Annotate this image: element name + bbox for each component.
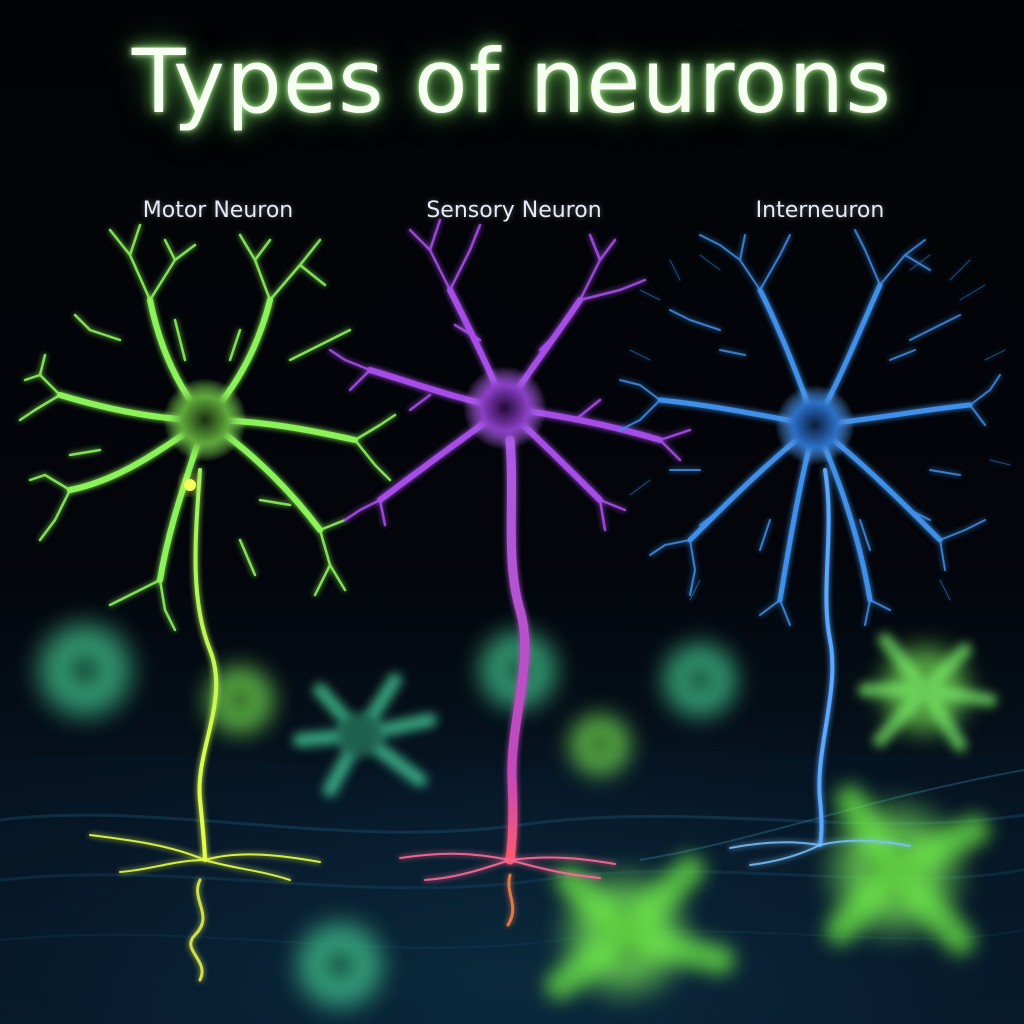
motor-soma [163,378,247,462]
interneuron-label: Interneuron [755,198,885,223]
motor-neuron-label: Motor Neuron [142,198,294,223]
glia-star-right [858,633,997,752]
interneuron-soma [775,385,855,465]
sensory-soma [463,366,547,450]
page-title: Types of neurons [131,30,893,133]
sensory-neuron-label: Sensory Neuron [426,198,602,223]
glia-star-front [545,785,990,1000]
background-glia-cells [25,610,997,1020]
